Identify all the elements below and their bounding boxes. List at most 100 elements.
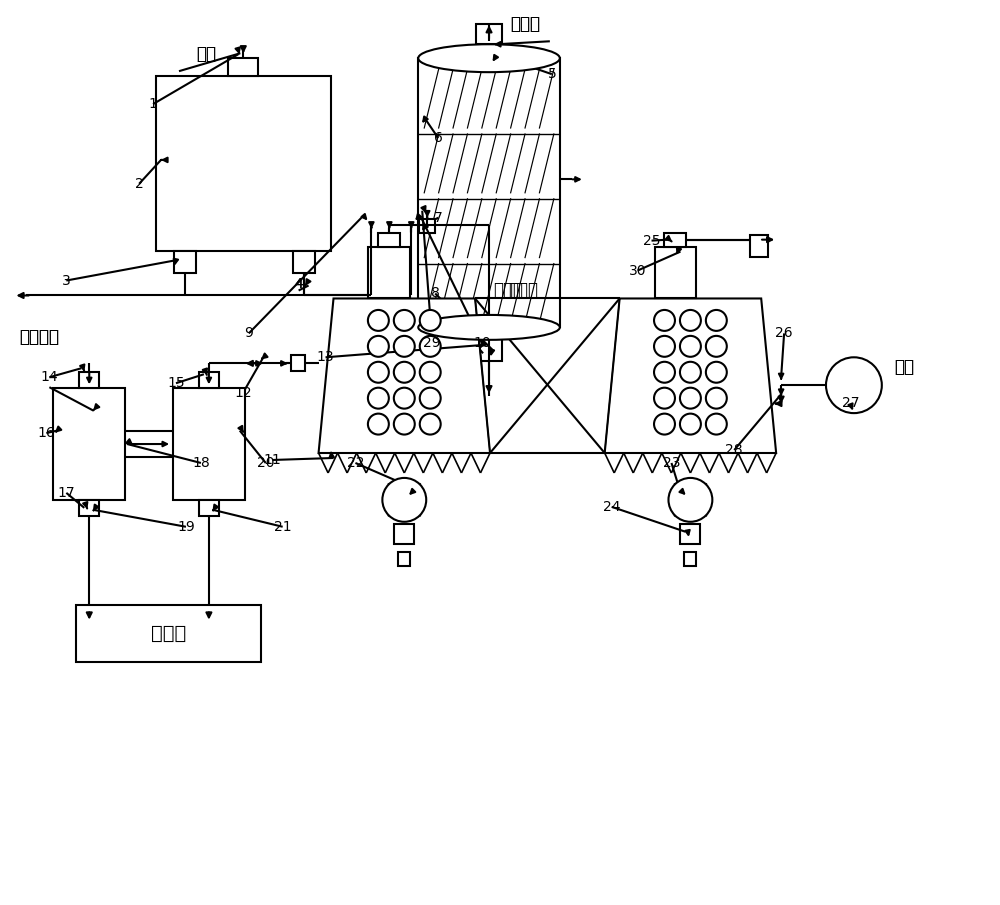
Circle shape [420, 336, 441, 357]
Circle shape [420, 414, 441, 434]
Circle shape [706, 414, 727, 434]
Circle shape [382, 478, 426, 522]
Text: 热解焦: 热解焦 [508, 281, 538, 300]
Text: 14: 14 [41, 370, 58, 385]
Text: 12: 12 [234, 386, 252, 400]
Circle shape [394, 336, 415, 357]
Bar [293, 251, 315, 272]
Bar [199, 372, 219, 388]
Text: 18: 18 [192, 456, 210, 470]
Text: 21: 21 [274, 519, 291, 534]
Bar [419, 219, 435, 233]
Bar [394, 524, 414, 544]
Text: 固态熔渣: 固态熔渣 [19, 329, 59, 347]
Text: 8: 8 [431, 287, 440, 300]
Circle shape [654, 362, 675, 383]
Polygon shape [605, 299, 776, 453]
Circle shape [654, 414, 675, 434]
Text: 30: 30 [629, 263, 646, 278]
Ellipse shape [418, 315, 560, 340]
Circle shape [394, 414, 415, 434]
Text: 塑料: 塑料 [196, 45, 216, 63]
Bar [53, 388, 125, 500]
Bar [79, 500, 99, 516]
Circle shape [394, 387, 415, 409]
Circle shape [420, 387, 441, 409]
Ellipse shape [418, 44, 560, 72]
Text: 28: 28 [725, 443, 743, 457]
Circle shape [680, 387, 701, 409]
Circle shape [394, 362, 415, 383]
Circle shape [420, 310, 441, 331]
Polygon shape [655, 247, 696, 299]
Text: 15: 15 [167, 376, 185, 390]
Text: 26: 26 [775, 327, 793, 340]
Circle shape [654, 336, 675, 357]
Circle shape [680, 414, 701, 434]
Bar [684, 552, 696, 566]
Text: 6: 6 [434, 131, 443, 145]
Bar [398, 552, 410, 566]
Bar [750, 234, 768, 257]
Circle shape [706, 362, 727, 383]
Bar [680, 524, 700, 544]
Text: 4: 4 [294, 277, 303, 291]
Text: 10: 10 [473, 337, 491, 350]
Text: 热解焦: 热解焦 [493, 281, 523, 300]
Bar [664, 233, 686, 247]
Circle shape [706, 336, 727, 357]
Text: 生物质: 生物质 [510, 15, 540, 33]
Bar [418, 58, 560, 328]
Circle shape [680, 310, 701, 331]
Circle shape [706, 387, 727, 409]
Text: 空气: 空气 [894, 358, 914, 376]
Polygon shape [319, 299, 490, 453]
Circle shape [368, 362, 389, 383]
Bar [378, 233, 400, 247]
Circle shape [368, 414, 389, 434]
Text: 9: 9 [244, 327, 253, 340]
Text: 16: 16 [38, 426, 55, 440]
Text: 20: 20 [257, 456, 274, 470]
Text: 空气: 空气 [894, 358, 914, 376]
Text: 3: 3 [62, 273, 71, 288]
Text: 生物质: 生物质 [510, 15, 540, 33]
Text: 塑料: 塑料 [196, 45, 216, 63]
Text: 7: 7 [434, 211, 443, 224]
Circle shape [680, 336, 701, 357]
Circle shape [654, 387, 675, 409]
Bar [79, 372, 99, 388]
Bar [174, 251, 196, 272]
Circle shape [368, 336, 389, 357]
Text: 27: 27 [842, 396, 860, 410]
Text: 23: 23 [663, 456, 680, 470]
Text: 生物油: 生物油 [151, 624, 187, 643]
Text: 1: 1 [149, 97, 158, 111]
Text: 固态熔渣: 固态熔渣 [19, 329, 59, 347]
Circle shape [394, 310, 415, 331]
Bar [228, 58, 258, 76]
Text: 2: 2 [135, 176, 143, 191]
Text: 11: 11 [264, 453, 282, 467]
Bar [476, 24, 502, 44]
Circle shape [368, 310, 389, 331]
Text: 17: 17 [58, 486, 75, 500]
Circle shape [420, 362, 441, 383]
Bar [156, 76, 331, 251]
Text: 19: 19 [177, 519, 195, 534]
Circle shape [706, 310, 727, 331]
Bar [291, 356, 305, 371]
Polygon shape [368, 247, 410, 299]
Text: 4: 4 [294, 277, 303, 291]
Bar [173, 388, 245, 500]
Text: 24: 24 [603, 500, 620, 514]
Text: 29: 29 [423, 337, 441, 350]
Text: 22: 22 [347, 456, 364, 470]
Circle shape [368, 387, 389, 409]
Circle shape [654, 310, 675, 331]
Bar [76, 605, 261, 662]
Circle shape [680, 362, 701, 383]
Circle shape [668, 478, 712, 522]
Text: 5: 5 [547, 67, 556, 81]
Circle shape [826, 357, 882, 413]
